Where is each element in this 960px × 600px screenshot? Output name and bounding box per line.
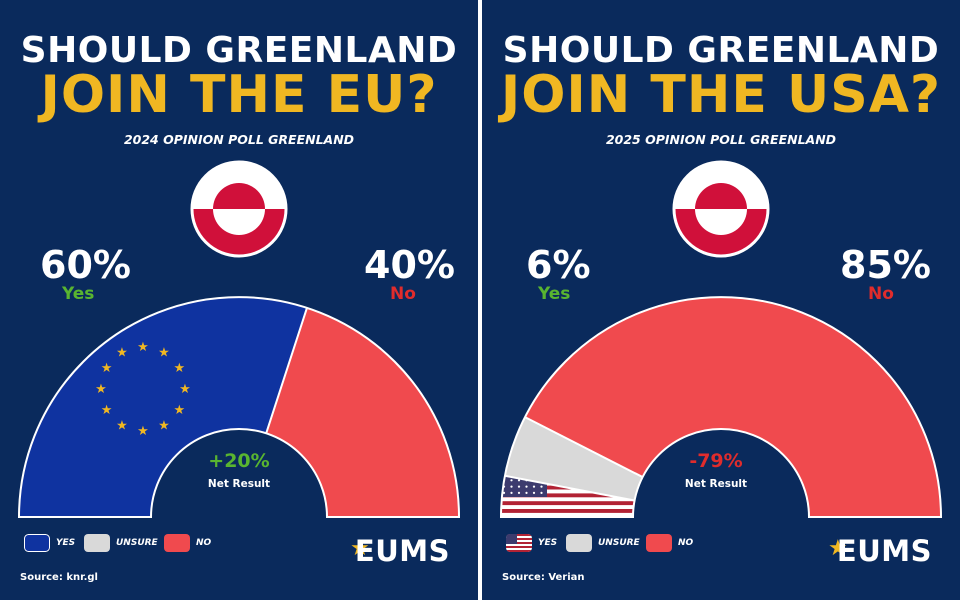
eu-star-icon: ★ xyxy=(116,346,128,361)
source-note: Source: knr.gl xyxy=(20,572,98,583)
legend-swatch-unsure xyxy=(84,534,110,552)
greenland-flag-icon xyxy=(672,160,770,258)
eu-star-icon: ★ xyxy=(116,418,128,433)
legend-swatch-unsure xyxy=(566,534,592,552)
usa-poll-panel: SHOULD GREENLAND JOIN THE USA? 2025 OPIN… xyxy=(482,0,960,600)
gauge-chart: ★ ★★★★★★★★★★★ xyxy=(17,160,461,518)
legend-label-no: NO xyxy=(678,538,694,548)
gauge-segment-no xyxy=(266,307,459,517)
legend-swatch-yes xyxy=(24,534,50,552)
eu-star-icon: ★ xyxy=(174,361,186,376)
eu-star-icon: ★ xyxy=(137,340,149,355)
legend-swatch-no xyxy=(646,534,672,552)
net-result-label: Net Result xyxy=(207,478,271,490)
gauge-outline xyxy=(17,296,461,518)
brand-star-icon: ★ xyxy=(350,536,370,561)
chart-subtitle: 2024 OPINION POLL GREENLAND xyxy=(123,132,355,147)
chart-title-line2: JOIN THE USA? xyxy=(500,65,942,125)
gauge-chart xyxy=(499,160,943,518)
legend-label-yes: YES xyxy=(538,538,558,548)
legend-label-no: NO xyxy=(196,538,212,548)
eu-star-icon: ★ xyxy=(95,382,107,397)
no-label: No xyxy=(390,284,416,304)
gauge-divider xyxy=(265,307,308,434)
no-percentage: 85% xyxy=(840,243,931,287)
legend-label-yes: YES xyxy=(56,538,76,548)
gauge-outline xyxy=(499,296,943,518)
eu-star-icon: ★ xyxy=(174,403,186,418)
chart-subtitle: 2025 OPINION POLL GREENLAND xyxy=(605,132,837,147)
chart-title-line1: SHOULD GREENLAND xyxy=(20,30,458,71)
brand-star-icon: ★ xyxy=(828,536,848,561)
eu-star-icon: ★ xyxy=(101,361,113,376)
net-result-value: -79% xyxy=(689,450,743,472)
greenland-flag-icon xyxy=(190,160,288,258)
eu-star-icon: ★ xyxy=(179,382,191,397)
gauge-divider xyxy=(524,416,644,478)
eu-stars-icon: ★ ★★★★★★★★★★★ xyxy=(95,340,191,439)
eu-star-icon: ★ xyxy=(158,418,170,433)
net-result-value: +20% xyxy=(208,450,270,472)
brand-logo: EUMS xyxy=(836,534,932,568)
legend-swatch-yes-us-flag-icon xyxy=(506,534,532,552)
legend-swatch-no xyxy=(164,534,190,552)
no-percentage: 40% xyxy=(364,243,455,287)
gauge-segment-yes xyxy=(19,296,307,517)
eu-star-icon: ★ xyxy=(137,424,149,439)
chart-title-line2: JOIN THE EU? xyxy=(40,65,438,125)
chart-title-line1: SHOULD GREENLAND xyxy=(502,30,940,71)
eu-star-icon: ★ xyxy=(158,346,170,361)
yes-percentage: 6% xyxy=(526,243,591,287)
eu-poll-panel: SHOULD GREENLAND JOIN THE EU? 2024 OPINI… xyxy=(0,0,478,600)
yes-percentage: 60% xyxy=(40,243,131,287)
no-label: No xyxy=(868,284,894,304)
legend-label-unsure: UNSURE xyxy=(598,538,640,548)
brand-logo: EUMS xyxy=(354,534,450,568)
gauge-divider xyxy=(504,474,635,502)
net-result-label: Net Result xyxy=(684,478,748,490)
source-note: Source: Verian xyxy=(502,572,585,583)
yes-label: Yes xyxy=(538,284,571,304)
gauge-segment-no xyxy=(524,297,941,517)
legend-label-unsure: UNSURE xyxy=(116,538,158,548)
gauge-segment-unsure xyxy=(504,417,643,501)
yes-label: Yes xyxy=(62,284,95,304)
eu-star-icon: ★ xyxy=(101,403,113,418)
